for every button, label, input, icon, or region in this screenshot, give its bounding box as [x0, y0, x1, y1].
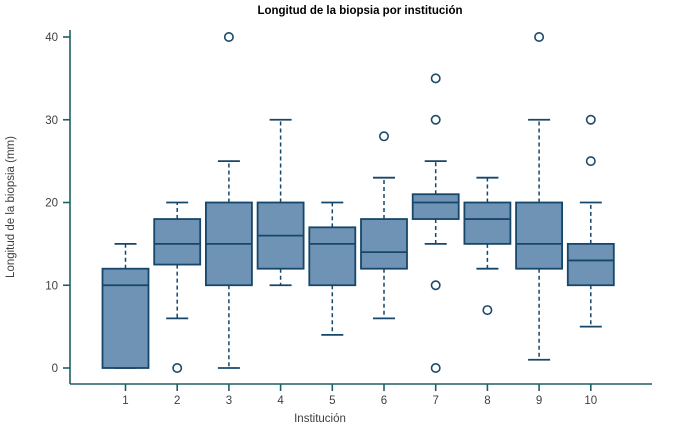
iqr-box — [411, 193, 460, 220]
x-tick-label: 9 — [536, 395, 542, 407]
iqr-box — [308, 226, 357, 287]
iqr-box — [566, 242, 615, 287]
x-tick-label: 7 — [432, 395, 438, 407]
x-tick-label: 10 — [584, 395, 597, 407]
outlier-point — [430, 362, 441, 373]
x-tick-label: 3 — [226, 395, 232, 407]
boxplot-box-4 — [256, 118, 305, 287]
outlier-point — [378, 131, 389, 142]
outlier-point — [223, 31, 234, 42]
box-series — [101, 31, 615, 373]
x-tick-label: 2 — [174, 395, 180, 407]
outlier-point — [482, 305, 493, 316]
boxplot-box-6 — [360, 131, 408, 320]
outlier-point — [585, 114, 596, 125]
outlier-point — [172, 362, 183, 373]
boxplot-box-7 — [411, 73, 460, 373]
outlier-point — [430, 114, 441, 125]
boxplot-box-5 — [308, 201, 357, 336]
y-tick-label: 10 — [45, 280, 58, 292]
outlier-point — [585, 156, 596, 167]
outlier-point — [430, 280, 441, 291]
iqr-box — [101, 267, 150, 369]
x-axis-label: Institución — [294, 413, 346, 425]
iqr-box — [463, 201, 512, 245]
x-tick-label: 4 — [277, 395, 284, 407]
iqr-box — [515, 201, 563, 270]
x-tick-label: 1 — [122, 395, 128, 407]
x-tick-label: 5 — [329, 395, 335, 407]
chart-title: Longitud de la biopsia por institución — [257, 5, 462, 17]
y-tick-label: 0 — [52, 363, 58, 375]
axes: 0 10 20 30 40 1 2 3 4 5 6 7 8 9 10 — [45, 30, 652, 407]
boxplot-box-10 — [566, 114, 615, 328]
boxplot-box-9 — [515, 31, 563, 361]
boxplot-box-1 — [101, 242, 150, 369]
iqr-box — [360, 218, 408, 270]
boxplot-box-2 — [153, 201, 202, 373]
y-tick-label: 30 — [45, 115, 58, 127]
outlier-point — [430, 73, 441, 84]
x-tick-label: 6 — [381, 395, 387, 407]
x-tick-label: 8 — [484, 395, 490, 407]
outlier-point — [534, 31, 545, 42]
y-tick-label: 20 — [45, 198, 58, 210]
boxplot-box-3 — [204, 31, 253, 369]
boxplot-box-8 — [463, 176, 512, 316]
y-axis-label: Longitud de la biopsia (mm) — [5, 136, 17, 278]
y-tick-label: 40 — [45, 32, 58, 44]
iqr-box — [153, 218, 202, 266]
